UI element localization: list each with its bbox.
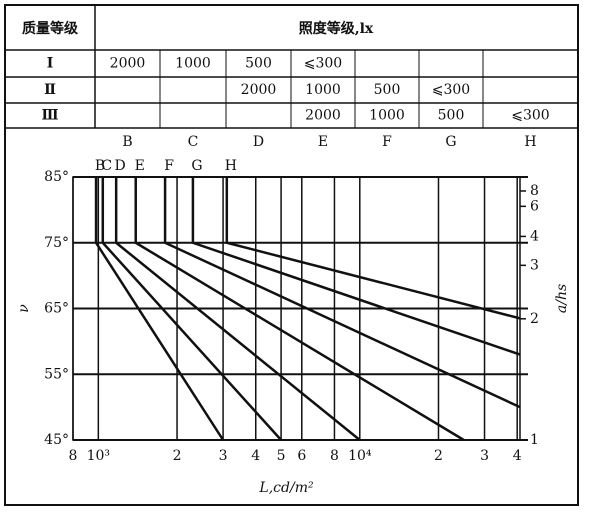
- series-label: E: [135, 158, 145, 174]
- series-label: B: [95, 158, 105, 174]
- x-tick-label: 2: [434, 448, 443, 464]
- table-cell: 1000: [369, 108, 405, 124]
- column-letter: E: [318, 134, 328, 150]
- x-tick-label: 2: [173, 448, 182, 464]
- table-cell: 2000: [241, 82, 277, 98]
- curve: [101, 177, 283, 441]
- x-tick-label: 3: [480, 448, 489, 464]
- series-label: D: [115, 158, 126, 174]
- row-label: Ⅱ: [44, 82, 56, 98]
- column-letter: C: [188, 134, 199, 150]
- y-tick-label: 65°: [44, 301, 69, 317]
- y-tick-label: 55°: [44, 366, 69, 382]
- outer-border: [4, 4, 579, 506]
- curve: [134, 177, 465, 442]
- table-header: 照度等级,lx: [299, 20, 374, 37]
- table-cell: 500: [245, 56, 272, 72]
- x-tick-label: 8: [69, 448, 78, 464]
- x-tick-label: 3: [219, 448, 228, 464]
- column-letter: G: [445, 134, 456, 150]
- series-label: F: [164, 158, 174, 174]
- y-tick-label: 75°: [44, 235, 69, 251]
- y-axis-label: ν: [16, 304, 32, 313]
- x-tick-label: 10³: [87, 448, 110, 464]
- table-cell: ⩽300: [511, 108, 549, 124]
- series-label: G: [191, 158, 202, 174]
- row-label: Ⅰ: [47, 56, 54, 72]
- y2-tick-label: 6: [530, 198, 539, 214]
- y2-tick-label: 4: [530, 228, 539, 244]
- curve: [191, 177, 521, 356]
- column-letter: F: [382, 134, 392, 150]
- y-tick-label: 45°: [44, 432, 69, 448]
- table-cell: 1000: [305, 82, 341, 98]
- table-cell: ⩽300: [432, 82, 470, 98]
- table-header: 质量等级: [22, 20, 79, 37]
- table-cell: 1000: [175, 56, 211, 72]
- row-label: Ⅲ: [41, 108, 58, 124]
- x-tick-label: 5: [277, 448, 286, 464]
- x-tick-label: 10⁴: [348, 448, 372, 464]
- y2-axis-label: a/hs: [554, 284, 570, 313]
- column-letter: B: [122, 134, 132, 150]
- table-cell: 500: [438, 108, 465, 124]
- x-tick-label: 8: [330, 448, 339, 464]
- curve: [94, 177, 225, 441]
- series-label: C: [101, 158, 112, 174]
- curve: [225, 177, 521, 320]
- x-tick-label: 6: [297, 448, 306, 464]
- table-cell: ⩽300: [304, 56, 342, 72]
- table: 质量等级 照度等级,lx Ⅰ 2000 1000 500 ⩽300 Ⅱ 2000 1000 500 ⩽…: [5, 5, 578, 150]
- series-label: H: [225, 158, 237, 174]
- x-tick-label: 4: [251, 448, 260, 464]
- chart: 8 10³ 2 3 4 5 6 8 10⁴ 2 3 445°55°65°75°85°123468L,c…: [16, 158, 570, 496]
- table-cell: 500: [374, 82, 401, 98]
- x-axis-label: L,cd/m²: [258, 480, 314, 496]
- x-tick-label: 4: [513, 448, 522, 464]
- y2-tick-label: 3: [530, 257, 539, 273]
- y2-tick-label: 8: [530, 183, 539, 199]
- table-cell: 2000: [110, 56, 146, 72]
- column-letter: H: [524, 134, 536, 150]
- y2-tick-label: 2: [530, 311, 539, 327]
- y2-tick-label: 1: [530, 432, 539, 448]
- y-tick-label: 85°: [44, 169, 69, 185]
- curve: [163, 177, 521, 409]
- table-cell: 2000: [305, 108, 341, 124]
- curve: [114, 177, 361, 441]
- column-letter: D: [253, 134, 264, 150]
